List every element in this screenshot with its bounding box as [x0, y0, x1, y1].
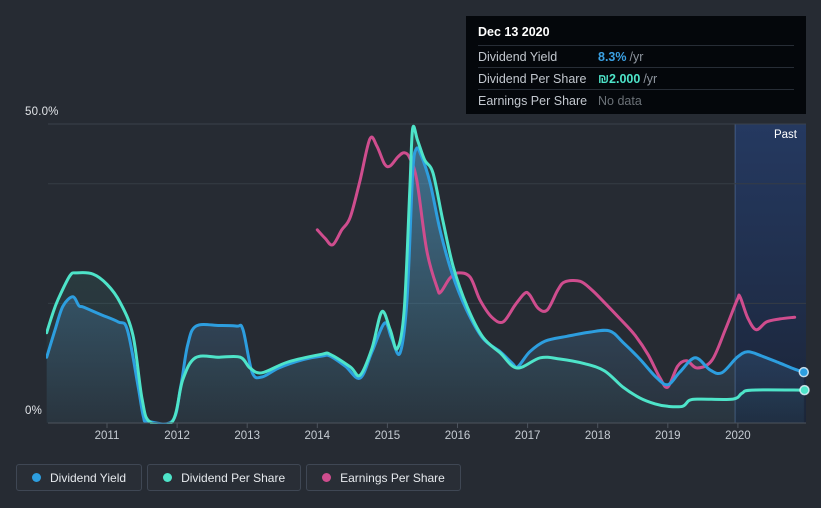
tooltip-row: Dividend Per Share ₪2.000 /yr [478, 67, 794, 89]
x-axis-year-label: 2018 [584, 430, 611, 442]
tooltip-row-value: ₪2.000 [598, 71, 641, 86]
legend-color-dot [322, 473, 332, 482]
x-axis-year-label: 2011 [94, 430, 120, 442]
x-axis-year-label: 2012 [164, 430, 190, 442]
x-axis-year-label: 2013 [234, 430, 260, 442]
y-axis-label-max: 50.0% [25, 106, 59, 118]
tooltip-row-label: Earnings Per Share [478, 93, 588, 108]
legend-item-label: Earnings Per Share [340, 470, 445, 485]
chart-legend: Dividend Yield Dividend Per Share Earnin… [16, 464, 461, 491]
x-axis-year-label: 2020 [725, 430, 751, 442]
x-axis-year-label: 2017 [514, 430, 541, 442]
legend-item-earnings-per-share[interactable]: Earnings Per Share [306, 464, 461, 491]
tooltip-row-value: No data [598, 93, 642, 108]
tooltip-row-value: 8.3% [598, 49, 627, 64]
tooltip-row: Dividend Yield 8.3% /yr [478, 45, 794, 67]
legend-item-dividend-yield[interactable]: Dividend Yield [16, 464, 143, 491]
legend-color-dot [32, 473, 41, 482]
legend-item-label: Dividend Yield [50, 470, 127, 485]
legend-item-dividend-per-share[interactable]: Dividend Per Share [147, 464, 302, 491]
tooltip-row-label: Dividend Yield [478, 49, 558, 64]
tooltip-row-suffix: /yr [643, 71, 658, 86]
tooltip-row: Earnings Per Share No data [478, 89, 794, 111]
tooltip-row-suffix: /yr [629, 49, 644, 64]
x-axis-year-label: 2019 [655, 430, 681, 442]
legend-color-dot [163, 473, 173, 482]
x-axis-year-label: 2016 [444, 430, 471, 442]
legend-item-label: Dividend Per Share [181, 470, 286, 485]
tooltip-date: Dec 13 2020 [478, 25, 550, 39]
past-region-label: Past [773, 129, 797, 141]
chart-tooltip: Dec 13 2020 Dividend Yield 8.3% /yr Divi… [466, 16, 806, 114]
tooltip-row-label: Dividend Per Share [478, 71, 587, 86]
x-axis-year-label: 2015 [374, 430, 401, 442]
y-axis-label-min: 0% [25, 405, 43, 417]
x-axis-year-label: 2014 [304, 430, 331, 442]
